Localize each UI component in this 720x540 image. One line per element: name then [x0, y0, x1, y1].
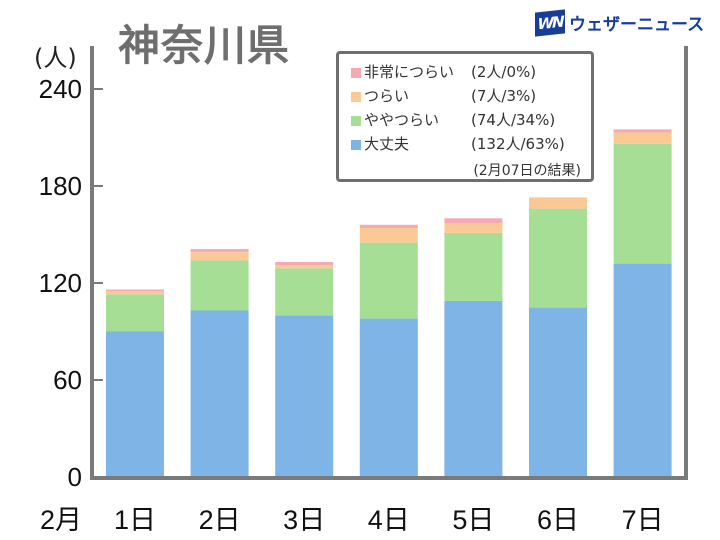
y-tick-label-120: 120 [38, 268, 82, 298]
bar-segment-1-series-2 [106, 291, 164, 295]
bar-segment-4-series-0 [359, 318, 418, 477]
bar-segment-6-series-0 [529, 307, 587, 478]
legend-label: つらい [364, 87, 410, 105]
bar-segment-3-series-1 [275, 268, 334, 316]
legend-value: (74人/34%) [471, 111, 556, 129]
legend-label: 非常につらい [364, 63, 455, 81]
bar-segment-6-series-2 [529, 197, 587, 209]
y-tick-label-180: 180 [38, 171, 82, 201]
bar-segment-7-series-0 [613, 263, 672, 477]
bar-segment-4-series-2 [359, 228, 418, 243]
x-axis-month-label: 2月 [40, 505, 83, 535]
x-tick-label-4: 4日 [367, 505, 410, 535]
y-tick-label-0: 0 [67, 462, 82, 492]
x-tick-label-7: 7日 [621, 505, 664, 535]
weathernews-logo-icon: WN [535, 8, 565, 37]
bar-segment-2-series-2 [190, 252, 249, 261]
x-tick-label-3: 3日 [283, 505, 326, 535]
legend-item-fine: 大丈夫 (132人/63%) [351, 134, 565, 154]
legend-swatch [351, 92, 361, 102]
legend-item-somewhat-hard: ややつらい (74人/34%) [351, 110, 555, 130]
bar-segment-2-series-3 [190, 249, 249, 253]
bar-segment-7-series-2 [613, 132, 672, 144]
bar-segment-7-series-3 [613, 129, 672, 133]
bar-segment-3-series-0 [275, 315, 334, 477]
brand-logo: WN ウェザーニュース [535, 8, 705, 37]
legend-item-very-hard: 非常につらい (2人/0%) [351, 62, 536, 82]
x-tick-label-1: 1日 [113, 505, 157, 535]
bar-segment-5-series-2 [444, 223, 503, 233]
legend-value: (7人/3%) [471, 87, 537, 105]
bar-segment-3-series-2 [275, 265, 334, 269]
bar-segment-5-series-3 [444, 218, 503, 224]
legend-label: 大丈夫 [364, 135, 410, 153]
y-axis-unit-label: (人) [34, 44, 77, 72]
legend-item-hard: つらい (7人/3%) [351, 86, 536, 106]
bars-group [106, 129, 672, 478]
brand-name: ウェザーニュース [569, 15, 705, 35]
legend-result-date-note: (2月07日の結果) [473, 163, 581, 179]
x-tick-label-5: 5日 [452, 505, 495, 535]
bar-segment-3-series-3 [275, 262, 334, 266]
legend-value: (2人/0%) [471, 63, 537, 81]
bar-segment-5-series-0 [444, 300, 503, 477]
legend-label: ややつらい [364, 111, 440, 129]
bar-segment-1-series-1 [106, 294, 164, 332]
bar-segment-2-series-0 [190, 310, 249, 477]
bar-segment-6-series-1 [529, 208, 587, 308]
bar-segment-4-series-3 [359, 224, 418, 228]
x-tick-label-2: 2日 [198, 505, 241, 535]
legend-swatch [351, 68, 361, 78]
axes-group [90, 46, 688, 480]
bar-segment-4-series-1 [359, 242, 418, 319]
bar-segment-1-series-3 [106, 289, 164, 292]
legend-value: (132人/63%) [471, 135, 565, 153]
x-tick-label-6: 6日 [536, 505, 580, 535]
chart-title: 神奈川県 [118, 21, 291, 70]
bar-segment-2-series-1 [190, 260, 249, 311]
bar-segment-1-series-0 [106, 331, 164, 477]
legend-swatch [351, 116, 361, 126]
bar-segment-7-series-1 [613, 144, 672, 264]
bar-segment-5-series-1 [444, 232, 503, 301]
y-tick-label-60: 60 [53, 365, 82, 395]
legend-swatch [351, 140, 361, 150]
y-tick-label-240: 240 [38, 74, 82, 104]
legend: 非常につらい (2人/0%) つらい (7人/3%) ややつらい (74人/34… [336, 51, 594, 182]
